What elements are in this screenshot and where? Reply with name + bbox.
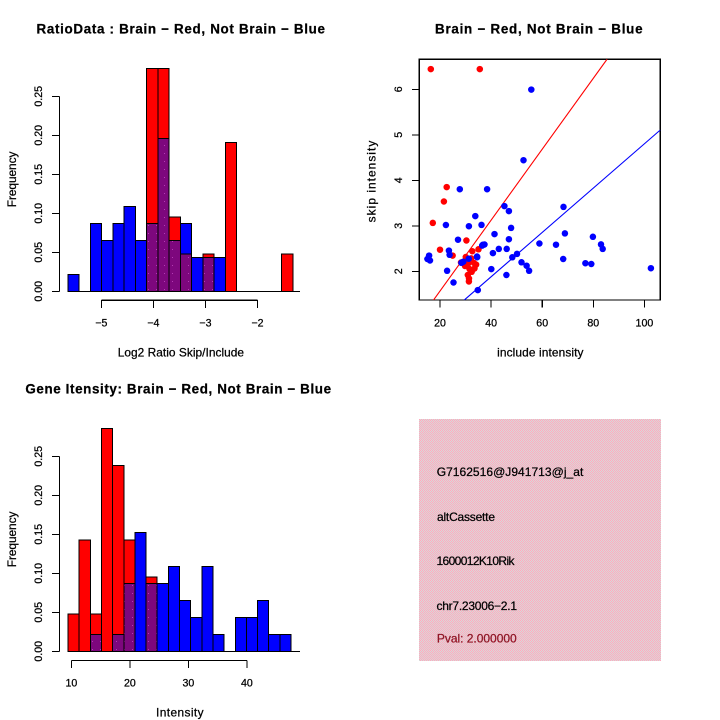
svg-text:0.25: 0.25 [33,446,45,467]
svg-text:4: 4 [393,177,405,183]
svg-text:G7162516@J941713@j_at: G7162516@J941713@j_at [437,465,584,479]
svg-text:10: 10 [66,678,78,690]
svg-text:40: 40 [241,678,253,690]
svg-text:Intensity: Intensity [156,706,204,720]
svg-text:5: 5 [393,132,405,138]
svg-text:0.20: 0.20 [33,485,45,506]
svg-text:skip intensity: skip intensity [365,141,379,223]
svg-text:−3: −3 [199,318,211,330]
svg-text:0.10: 0.10 [33,563,45,584]
svg-text:20: 20 [124,678,136,690]
svg-text:60: 60 [536,318,548,330]
svg-text:100: 100 [636,318,654,330]
svg-text:altCassette: altCassette [437,510,495,524]
svg-text:Gene Itensity: Brain − Red, No: Gene Itensity: Brain − Red, Not Brain − … [25,381,331,396]
svg-text:include intensity: include intensity [497,346,583,360]
svg-text:Log2 Ratio Skip/Include: Log2 Ratio Skip/Include [118,346,245,360]
svg-text:0.15: 0.15 [33,524,45,545]
svg-text:RatioData : Brain − Red, Not B: RatioData : Brain − Red, Not Brain − Blu… [37,22,326,37]
svg-text:0.05: 0.05 [33,242,45,263]
svg-text:−2: −2 [251,318,263,330]
svg-text:30: 30 [183,678,195,690]
svg-text:Frequency: Frequency [5,152,19,208]
svg-text:Frequency: Frequency [5,512,19,568]
svg-text:6: 6 [393,86,405,92]
svg-text:40: 40 [485,318,497,330]
svg-text:2: 2 [393,268,405,274]
svg-text:0.05: 0.05 [33,602,45,623]
svg-text:−4: −4 [147,318,159,330]
svg-text:Pval: 2.000000: Pval: 2.000000 [437,631,517,645]
svg-text:0.10: 0.10 [33,203,45,224]
svg-text:0.00: 0.00 [33,281,45,302]
svg-text:0.20: 0.20 [33,125,45,146]
svg-text:3: 3 [393,223,405,229]
svg-text:chr7.23006−2.1: chr7.23006−2.1 [437,599,518,613]
svg-text:−5: −5 [95,318,107,330]
svg-text:0.00: 0.00 [33,641,45,662]
svg-text:0.15: 0.15 [33,164,45,185]
svg-text:Brain − Red, Not Brain − Blue: Brain − Red, Not Brain − Blue [435,22,643,37]
svg-text:80: 80 [587,318,599,330]
svg-text:1600012K10Rik: 1600012K10Rik [437,554,516,568]
svg-text:0.25: 0.25 [33,86,45,107]
svg-text:20: 20 [434,318,446,330]
